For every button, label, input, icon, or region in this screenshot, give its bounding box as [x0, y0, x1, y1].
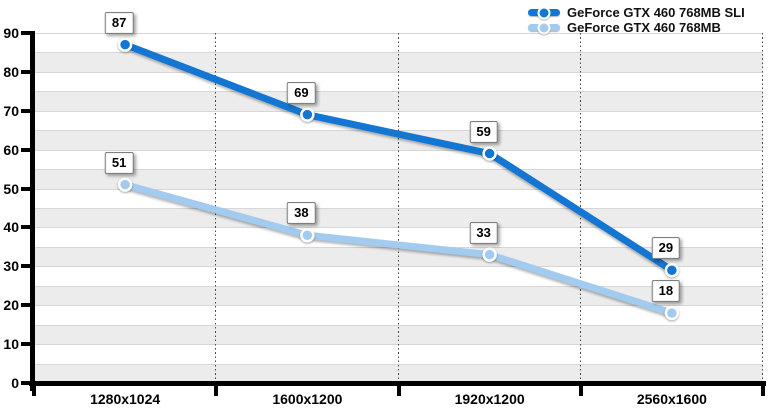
y-axis-label: 20	[3, 297, 19, 314]
value-label: 18	[651, 280, 681, 302]
grid-band-white	[34, 149, 763, 170]
grid-band-gray	[34, 91, 763, 111]
value-label: 29	[651, 237, 681, 260]
grid-band-white	[34, 33, 763, 53]
x-axis-tick	[761, 385, 765, 396]
x-axis-label: 2560x1600	[636, 391, 707, 407]
y-axis-label: 60	[3, 141, 19, 158]
legend-dot-icon	[537, 21, 551, 34]
grid-band-white	[34, 188, 763, 208]
y-axis-line	[30, 31, 35, 391]
plot-area	[34, 33, 763, 383]
value-label: 59	[469, 120, 498, 143]
y-axis-label: 10	[3, 336, 19, 353]
x-axis-tick	[578, 385, 583, 396]
y-axis-tick	[21, 303, 30, 308]
legend-item: GeForce GTX 460 768MB	[528, 20, 745, 35]
x-axis-line	[29, 381, 766, 386]
x-axis-label: 1280x1024	[90, 391, 161, 407]
series-line	[121, 181, 676, 317]
data-point-marker	[117, 177, 133, 192]
grid-band-gray	[34, 363, 763, 383]
data-point-marker	[117, 37, 133, 52]
category-separator-dotted-line	[762, 33, 763, 383]
grid-band-white	[34, 344, 763, 364]
grid-band-white	[34, 110, 763, 131]
y-axis-tick	[21, 342, 30, 347]
grid-band-gray	[34, 285, 763, 306]
y-axis-label: 70	[3, 102, 19, 119]
data-point-marker	[482, 247, 497, 262]
y-axis-tick	[21, 31, 30, 35]
value-label: 38	[287, 202, 316, 225]
series-line	[121, 41, 676, 274]
grid-band-gray	[34, 169, 763, 189]
x-axis-tick	[396, 385, 401, 396]
grid-band-gray	[34, 324, 763, 345]
y-axis-tick	[21, 381, 30, 385]
legend-item: GeForce GTX 460 768MB SLI	[528, 5, 745, 20]
legend-series-marker-icon	[528, 20, 560, 35]
data-point-marker	[664, 305, 680, 321]
y-axis-label: 0	[11, 375, 19, 391]
y-axis-tick	[21, 69, 30, 74]
y-axis-label: 90	[3, 25, 19, 41]
value-label: 51	[104, 151, 134, 174]
y-axis-tick	[21, 186, 30, 191]
y-axis-tick	[21, 225, 30, 230]
y-axis-label: 80	[3, 63, 19, 80]
x-axis-label: 1920x1200	[454, 391, 525, 407]
value-label: 69	[287, 81, 316, 104]
data-point-marker	[482, 146, 497, 161]
y-axis-label: 30	[3, 258, 19, 275]
data-point-marker	[664, 262, 680, 278]
data-point-marker	[300, 107, 315, 122]
category-separator-dotted-line	[397, 33, 399, 383]
legend-series-marker-icon	[528, 5, 560, 20]
legend-label: GeForce GTX 460 768MB	[567, 20, 721, 35]
x-axis-label: 1600x1200	[272, 391, 343, 407]
legend-label: GeForce GTX 460 768MB SLI	[567, 5, 745, 20]
x-axis-tick	[214, 385, 219, 396]
y-axis-label: 40	[3, 219, 19, 236]
value-label: 33	[469, 221, 498, 244]
value-label: 87	[104, 11, 134, 34]
data-point-marker	[300, 227, 315, 243]
y-axis-tick	[21, 147, 30, 152]
y-axis-tick	[21, 108, 30, 113]
y-axis-label: 50	[3, 180, 19, 197]
x-axis-tick	[32, 385, 36, 396]
grid-band-white	[34, 227, 763, 247]
y-axis-tick	[21, 264, 30, 269]
legend: GeForce GTX 460 768MB SLI GeForce GTX 460…	[528, 5, 745, 35]
grid-band-gray	[34, 52, 763, 72]
legend-dot-icon	[537, 6, 551, 19]
grid-band-white	[34, 305, 763, 325]
